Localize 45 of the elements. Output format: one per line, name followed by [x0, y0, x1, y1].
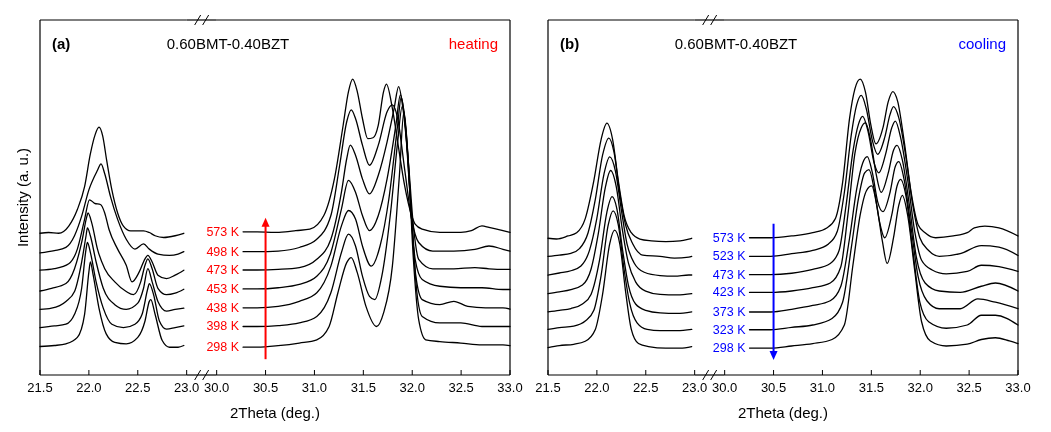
series-label: 523 K: [712, 249, 747, 264]
x-tick-label: 23.0: [174, 380, 200, 395]
x-axis-title: 2Theta (deg.): [737, 404, 829, 421]
series-label: 573 K: [206, 224, 240, 239]
x-tick-label: 32.5: [448, 380, 474, 395]
x-tick-label: 33.0: [1005, 380, 1031, 395]
x-tick-label: 21.5: [27, 380, 53, 395]
x-tick-label: 30.0: [204, 380, 230, 395]
chart-title: 0.60BMT-0.40BZT: [166, 35, 290, 52]
x-tick-label: 30.0: [712, 380, 738, 395]
series-label: 298 K: [206, 340, 240, 355]
series-label: 423 K: [712, 285, 747, 300]
series-label: 373 K: [712, 304, 747, 319]
x-tick-label: 30.5: [760, 380, 787, 395]
chart-title: 0.60BMT-0.40BZT: [674, 35, 798, 52]
x-axis-title: 2Theta (deg.): [229, 404, 321, 421]
x-tick-label: 32.0: [907, 380, 933, 395]
y-axis-title: Intensity (a. u.): [14, 147, 31, 248]
text: heating: [448, 35, 498, 52]
x-tick-label: 30.5: [252, 380, 279, 395]
x-tick-label: 22.5: [125, 380, 151, 395]
x-tick-label: 31.5: [350, 380, 376, 395]
series-label: 438 K: [206, 300, 240, 315]
x-tick-label: 32.5: [956, 380, 982, 395]
series-label: 473 K: [712, 267, 747, 282]
x-tick-label: 33.0: [497, 380, 523, 395]
series-label: 573 K: [712, 230, 747, 245]
x-tick-label: 23.0: [682, 380, 708, 395]
series-label: 473 K: [206, 262, 240, 277]
x-tick-label: 21.5: [535, 380, 561, 395]
series-label: 323 K: [712, 322, 747, 337]
text: cooling: [958, 35, 1006, 52]
series-label: 398 K: [206, 319, 240, 334]
x-tick-label: 32.0: [399, 380, 425, 395]
x-tick-label: 31.0: [301, 380, 328, 395]
text: (a): [52, 35, 71, 52]
x-tick-label: 31.5: [858, 380, 884, 395]
x-tick-label: 31.0: [809, 380, 836, 395]
series-label: 298 K: [712, 341, 747, 356]
text: (b): [560, 35, 580, 52]
x-tick-label: 22.0: [76, 380, 102, 395]
x-tick-label: 22.0: [584, 380, 610, 395]
series-label: 498 K: [206, 244, 240, 259]
x-tick-label: 22.5: [633, 380, 659, 395]
series-label: 453 K: [206, 281, 240, 296]
